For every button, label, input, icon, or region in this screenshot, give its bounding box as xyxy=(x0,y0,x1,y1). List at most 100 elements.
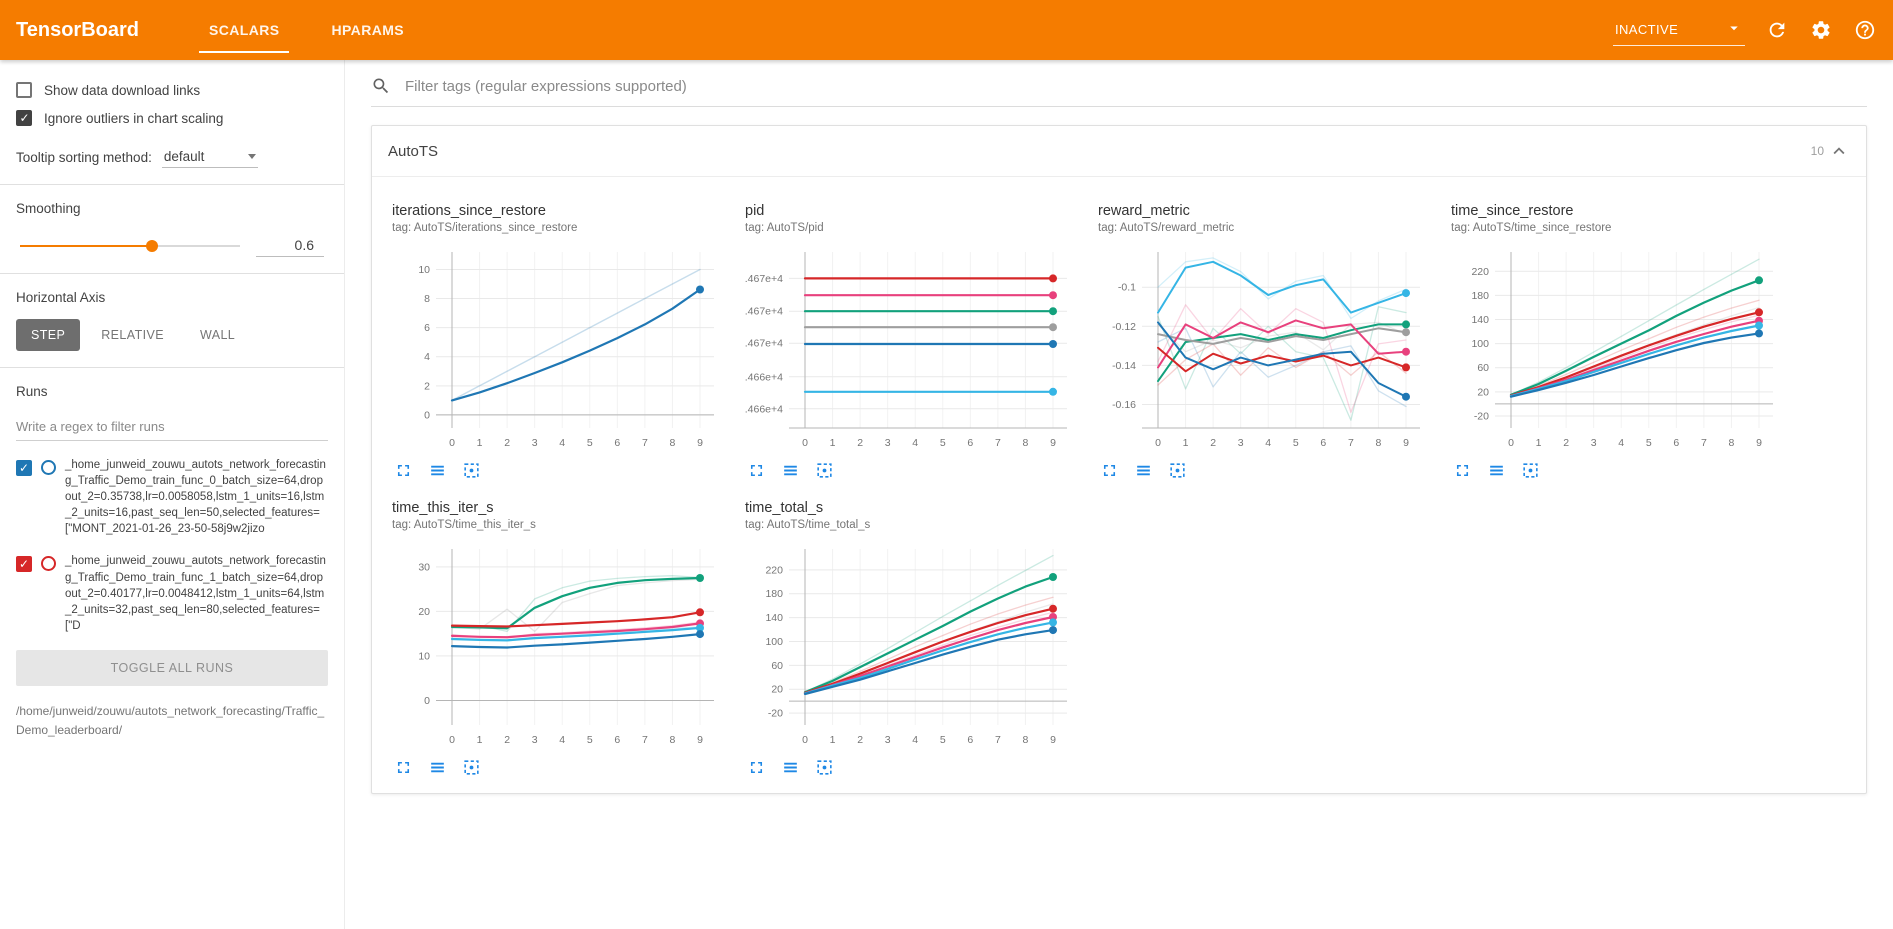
show-download-links-checkbox[interactable] xyxy=(16,82,32,98)
settings-gear-icon[interactable] xyxy=(1809,18,1833,42)
scalar-line-chart[interactable]: -20 20 60 100 140 180 220 0 1 2 3 4 5 6 7 8 9 xyxy=(745,539,1075,751)
svg-text:3: 3 xyxy=(532,437,538,449)
fit-domain-icon[interactable] xyxy=(815,758,834,777)
scalar-line-chart[interactable]: 0 10 20 30 0 1 2 3 4 5 6 7 8 9 xyxy=(392,539,722,751)
svg-text:220: 220 xyxy=(1471,266,1489,278)
run-item[interactable]: ✓ _home_junweid_zouwu_autots_network_for… xyxy=(16,553,328,633)
scalar-chart-card: pid tag: AutoTS/pid 2.467e+42.467e+42.46… xyxy=(733,189,1086,486)
svg-text:8: 8 xyxy=(424,293,430,305)
data-table-icon[interactable] xyxy=(781,461,800,480)
fit-domain-icon[interactable] xyxy=(462,461,481,480)
fit-domain-icon[interactable] xyxy=(462,758,481,777)
run-item[interactable]: ✓ _home_junweid_zouwu_autots_network_for… xyxy=(16,457,328,537)
divider xyxy=(0,273,344,274)
scalar-chart-card: reward_metric tag: AutoTS/reward_metric … xyxy=(1086,189,1439,486)
svg-text:6: 6 xyxy=(614,437,620,449)
fit-domain-icon[interactable] xyxy=(815,461,834,480)
tag-filter-input[interactable] xyxy=(403,76,1867,96)
collapse-group-control[interactable]: 10 xyxy=(1811,140,1850,162)
data-table-icon[interactable] xyxy=(428,461,447,480)
expand-chart-icon[interactable] xyxy=(747,758,766,777)
svg-text:-0.12: -0.12 xyxy=(1112,321,1136,333)
svg-text:9: 9 xyxy=(697,734,703,746)
svg-text:9: 9 xyxy=(697,437,703,449)
tab-scalars[interactable]: SCALARS xyxy=(183,0,305,60)
expand-chart-icon[interactable] xyxy=(394,461,413,480)
svg-text:140: 140 xyxy=(765,612,783,624)
runs-list: ✓ _home_junweid_zouwu_autots_network_for… xyxy=(16,457,328,634)
svg-text:1: 1 xyxy=(830,437,836,449)
haxis-wall-button[interactable]: WALL xyxy=(199,328,236,342)
run-solo-radio[interactable] xyxy=(41,460,56,475)
fit-domain-icon[interactable] xyxy=(1521,461,1540,480)
expand-chart-icon[interactable] xyxy=(747,461,766,480)
divider xyxy=(0,184,344,185)
svg-text:10: 10 xyxy=(418,264,430,276)
svg-text:1: 1 xyxy=(830,734,836,746)
tab-hparams[interactable]: HPARAMS xyxy=(331,22,405,38)
toggle-all-runs-button[interactable]: TOGGLE ALL RUNS xyxy=(16,649,328,686)
svg-text:3: 3 xyxy=(885,734,891,746)
tooltip-sort-dropdown[interactable]: default xyxy=(161,146,258,168)
fit-domain-icon[interactable] xyxy=(1168,461,1187,480)
svg-text:1: 1 xyxy=(1183,437,1189,449)
expand-chart-icon[interactable] xyxy=(394,758,413,777)
svg-text:6: 6 xyxy=(1320,437,1326,449)
svg-text:2: 2 xyxy=(857,734,863,746)
top-nav: SCALARS HPARAMS xyxy=(183,0,430,60)
expand-chart-icon[interactable] xyxy=(1453,461,1472,480)
svg-text:0: 0 xyxy=(424,409,430,421)
svg-text:8: 8 xyxy=(1023,437,1029,449)
svg-text:9: 9 xyxy=(1050,437,1056,449)
expand-chart-icon[interactable] xyxy=(1100,461,1119,480)
smoothing-slider[interactable] xyxy=(20,239,240,252)
svg-text:20: 20 xyxy=(418,606,430,618)
svg-text:8: 8 xyxy=(670,734,676,746)
svg-text:8: 8 xyxy=(1376,437,1382,449)
status-dropdown[interactable]: INACTIVE xyxy=(1613,14,1745,46)
run-name: _home_junweid_zouwu_autots_network_forec… xyxy=(65,459,326,536)
run-solo-radio[interactable] xyxy=(41,556,56,572)
svg-text:0: 0 xyxy=(1508,437,1514,449)
svg-text:6: 6 xyxy=(967,437,973,449)
svg-text:5: 5 xyxy=(940,437,946,449)
smoothing-slider-thumb[interactable] xyxy=(146,239,158,252)
tooltip-sort-value: default xyxy=(163,149,205,164)
run-visibility-checkbox[interactable]: ✓ xyxy=(16,460,32,476)
scalar-line-chart[interactable]: -20 20 60 100 140 180 220 0 1 2 3 4 5 6 7 8 9 xyxy=(1451,242,1781,454)
svg-text:20: 20 xyxy=(1477,386,1489,398)
svg-text:6: 6 xyxy=(424,322,430,334)
chevron-up-icon[interactable] xyxy=(1828,140,1850,162)
svg-text:4: 4 xyxy=(1265,437,1271,449)
help-icon[interactable] xyxy=(1853,18,1877,42)
svg-text:100: 100 xyxy=(765,636,783,648)
scalar-line-chart[interactable]: 0 2 4 6 8 10 0 1 2 3 4 5 6 7 8 9 xyxy=(392,242,722,454)
ignore-outliers-row[interactable]: Ignore outliers in chart scaling xyxy=(16,110,328,126)
svg-text:0: 0 xyxy=(449,437,455,449)
haxis-step-button[interactable]: STEP xyxy=(16,319,81,351)
scalar-line-chart[interactable]: 2.467e+4 2.467e+4 2.467e+4 2.466e+4 2.466e+4… xyxy=(745,242,1075,454)
svg-text:9: 9 xyxy=(1756,437,1762,449)
svg-text:1: 1 xyxy=(477,734,483,746)
runs-filter-input[interactable] xyxy=(16,413,328,441)
data-table-icon[interactable] xyxy=(428,758,447,777)
svg-text:4: 4 xyxy=(559,734,565,746)
haxis-relative-button[interactable]: RELATIVE xyxy=(101,328,164,342)
tag-group-title: AutoTS xyxy=(388,142,439,160)
ignore-outliers-checkbox[interactable] xyxy=(16,110,32,126)
svg-text:3: 3 xyxy=(1238,437,1244,449)
app-header: TensorBoard SCALARS HPARAMS INACTIVE xyxy=(0,0,1893,60)
data-table-icon[interactable] xyxy=(1134,461,1153,480)
scalar-line-chart[interactable]: -0.1 -0.12 -0.14 -0.16 0 1 2 3 4 5 6 7 8 9 xyxy=(1098,242,1428,454)
run-visibility-checkbox[interactable]: ✓ xyxy=(16,556,32,573)
svg-text:0: 0 xyxy=(1155,437,1161,449)
data-table-icon[interactable] xyxy=(1487,461,1506,480)
data-table-icon[interactable] xyxy=(781,758,800,777)
smoothing-value[interactable]: 0.6 xyxy=(256,234,324,257)
svg-text:4: 4 xyxy=(1618,437,1624,449)
show-download-links-row[interactable]: Show data download links xyxy=(16,82,328,98)
svg-text:2.467e+4: 2.467e+4 xyxy=(745,273,783,285)
svg-text:2.466e+4: 2.466e+4 xyxy=(745,403,783,415)
refresh-icon[interactable] xyxy=(1765,18,1789,42)
svg-text:-20: -20 xyxy=(1474,410,1489,422)
